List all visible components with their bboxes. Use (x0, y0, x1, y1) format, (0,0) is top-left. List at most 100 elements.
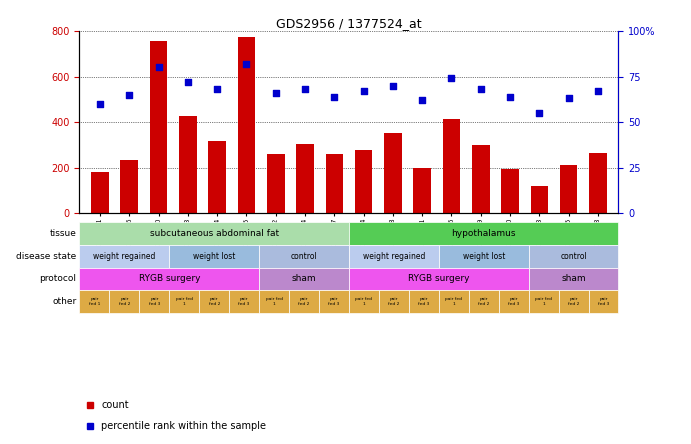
Point (417, 97, 428, 104)
Bar (289, 290, 319, 313)
Bar (472, 145, 489, 213)
Bar (589, 290, 618, 313)
Point (563, 95, 574, 102)
Bar (589, 153, 607, 213)
Bar (379, 290, 409, 313)
Point (388, 82, 399, 89)
Bar (150, 41, 167, 213)
Text: weight regained: weight regained (363, 252, 425, 261)
Text: RYGB surgery: RYGB surgery (408, 274, 470, 283)
Bar (120, 160, 138, 213)
Point (592, 87, 603, 95)
Bar (443, 119, 460, 213)
Text: pair
fed 2: pair fed 2 (478, 297, 489, 306)
Bar (169, 245, 259, 267)
Point (329, 93, 340, 100)
Text: pair
fed 1: pair fed 1 (88, 297, 100, 306)
Text: pair
fed 3: pair fed 3 (508, 297, 520, 306)
Point (95, 100, 106, 107)
Bar (439, 290, 468, 313)
Text: hypothalamus: hypothalamus (451, 229, 516, 238)
Point (211, 86, 223, 93)
Bar (413, 168, 431, 213)
Bar (209, 141, 226, 213)
Bar (499, 290, 529, 313)
Bar (238, 37, 255, 213)
Text: disease state: disease state (16, 252, 77, 261)
Text: pair
fed 2: pair fed 2 (209, 297, 220, 306)
Point (270, 89, 281, 96)
Text: percentile rank within the sample: percentile rank within the sample (101, 421, 266, 431)
Bar (349, 267, 529, 290)
Bar (229, 290, 259, 313)
Bar (409, 290, 439, 313)
Bar (349, 290, 379, 313)
Point (299, 86, 310, 93)
Text: other: other (53, 297, 77, 306)
Bar (79, 222, 349, 245)
Bar (179, 116, 197, 213)
Bar (529, 290, 558, 313)
Title: GDS2956 / 1377524_at: GDS2956 / 1377524_at (276, 17, 422, 30)
Bar (79, 245, 169, 267)
Text: pair fed
1: pair fed 1 (176, 297, 193, 306)
Text: pair
fed 2: pair fed 2 (388, 297, 399, 306)
Point (241, 60, 252, 67)
Bar (529, 245, 618, 267)
Text: pair fed
1: pair fed 1 (535, 297, 552, 306)
Bar (439, 245, 529, 267)
Point (358, 87, 369, 95)
Text: pair fed
1: pair fed 1 (445, 297, 462, 306)
Text: pair
fed 2: pair fed 2 (119, 297, 130, 306)
Point (446, 75, 457, 82)
Bar (259, 245, 349, 267)
Bar (531, 186, 548, 213)
Text: pair
fed 2: pair fed 2 (568, 297, 579, 306)
Text: control: control (560, 252, 587, 261)
Bar (296, 144, 314, 213)
Bar (199, 290, 229, 313)
Text: pair
fed 3: pair fed 3 (149, 297, 160, 306)
Text: RYGB surgery: RYGB surgery (138, 274, 200, 283)
Text: pair fed
1: pair fed 1 (355, 297, 372, 306)
Text: pair
fed 2: pair fed 2 (299, 297, 310, 306)
Text: protocol: protocol (39, 274, 77, 283)
Point (504, 93, 515, 100)
Text: control: control (291, 252, 317, 261)
Bar (91, 172, 108, 213)
Bar (325, 154, 343, 213)
Text: sham: sham (292, 274, 316, 283)
Text: weight regained: weight regained (93, 252, 155, 261)
Text: pair
fed 3: pair fed 3 (598, 297, 609, 306)
Bar (109, 290, 140, 313)
Bar (79, 267, 259, 290)
Bar (259, 290, 289, 313)
Point (124, 91, 135, 99)
Bar (140, 290, 169, 313)
Bar (501, 169, 519, 213)
Bar (267, 154, 285, 213)
Bar (319, 290, 349, 313)
Text: subcutaneous abdominal fat: subcutaneous abdominal fat (150, 229, 278, 238)
Text: weight lost: weight lost (462, 252, 505, 261)
Text: pair
fed 3: pair fed 3 (328, 297, 340, 306)
Bar (354, 150, 372, 213)
Bar (558, 290, 589, 313)
Bar (349, 245, 439, 267)
Point (534, 110, 545, 117)
Bar (384, 134, 401, 213)
Bar (169, 290, 199, 313)
Bar (349, 222, 618, 245)
Bar (560, 165, 578, 213)
Bar (259, 267, 349, 290)
Point (475, 86, 486, 93)
Text: sham: sham (561, 274, 586, 283)
Bar (79, 290, 109, 313)
Text: pair
fed 3: pair fed 3 (238, 297, 250, 306)
Point (182, 79, 193, 86)
Text: count: count (101, 400, 129, 410)
Text: tissue: tissue (50, 229, 77, 238)
Text: pair fed
1: pair fed 1 (265, 297, 283, 306)
Bar (468, 290, 499, 313)
Point (153, 64, 164, 71)
